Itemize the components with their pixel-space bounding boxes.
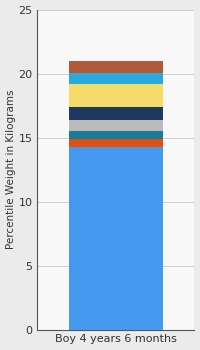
Bar <box>69 84 163 107</box>
Bar <box>69 107 163 120</box>
Bar <box>69 140 163 147</box>
Bar <box>69 73 163 84</box>
Bar <box>69 147 163 330</box>
Bar <box>69 61 163 73</box>
Bar <box>69 120 163 131</box>
Y-axis label: Percentile Weight in Kilograms: Percentile Weight in Kilograms <box>6 90 16 249</box>
Bar <box>69 131 163 140</box>
